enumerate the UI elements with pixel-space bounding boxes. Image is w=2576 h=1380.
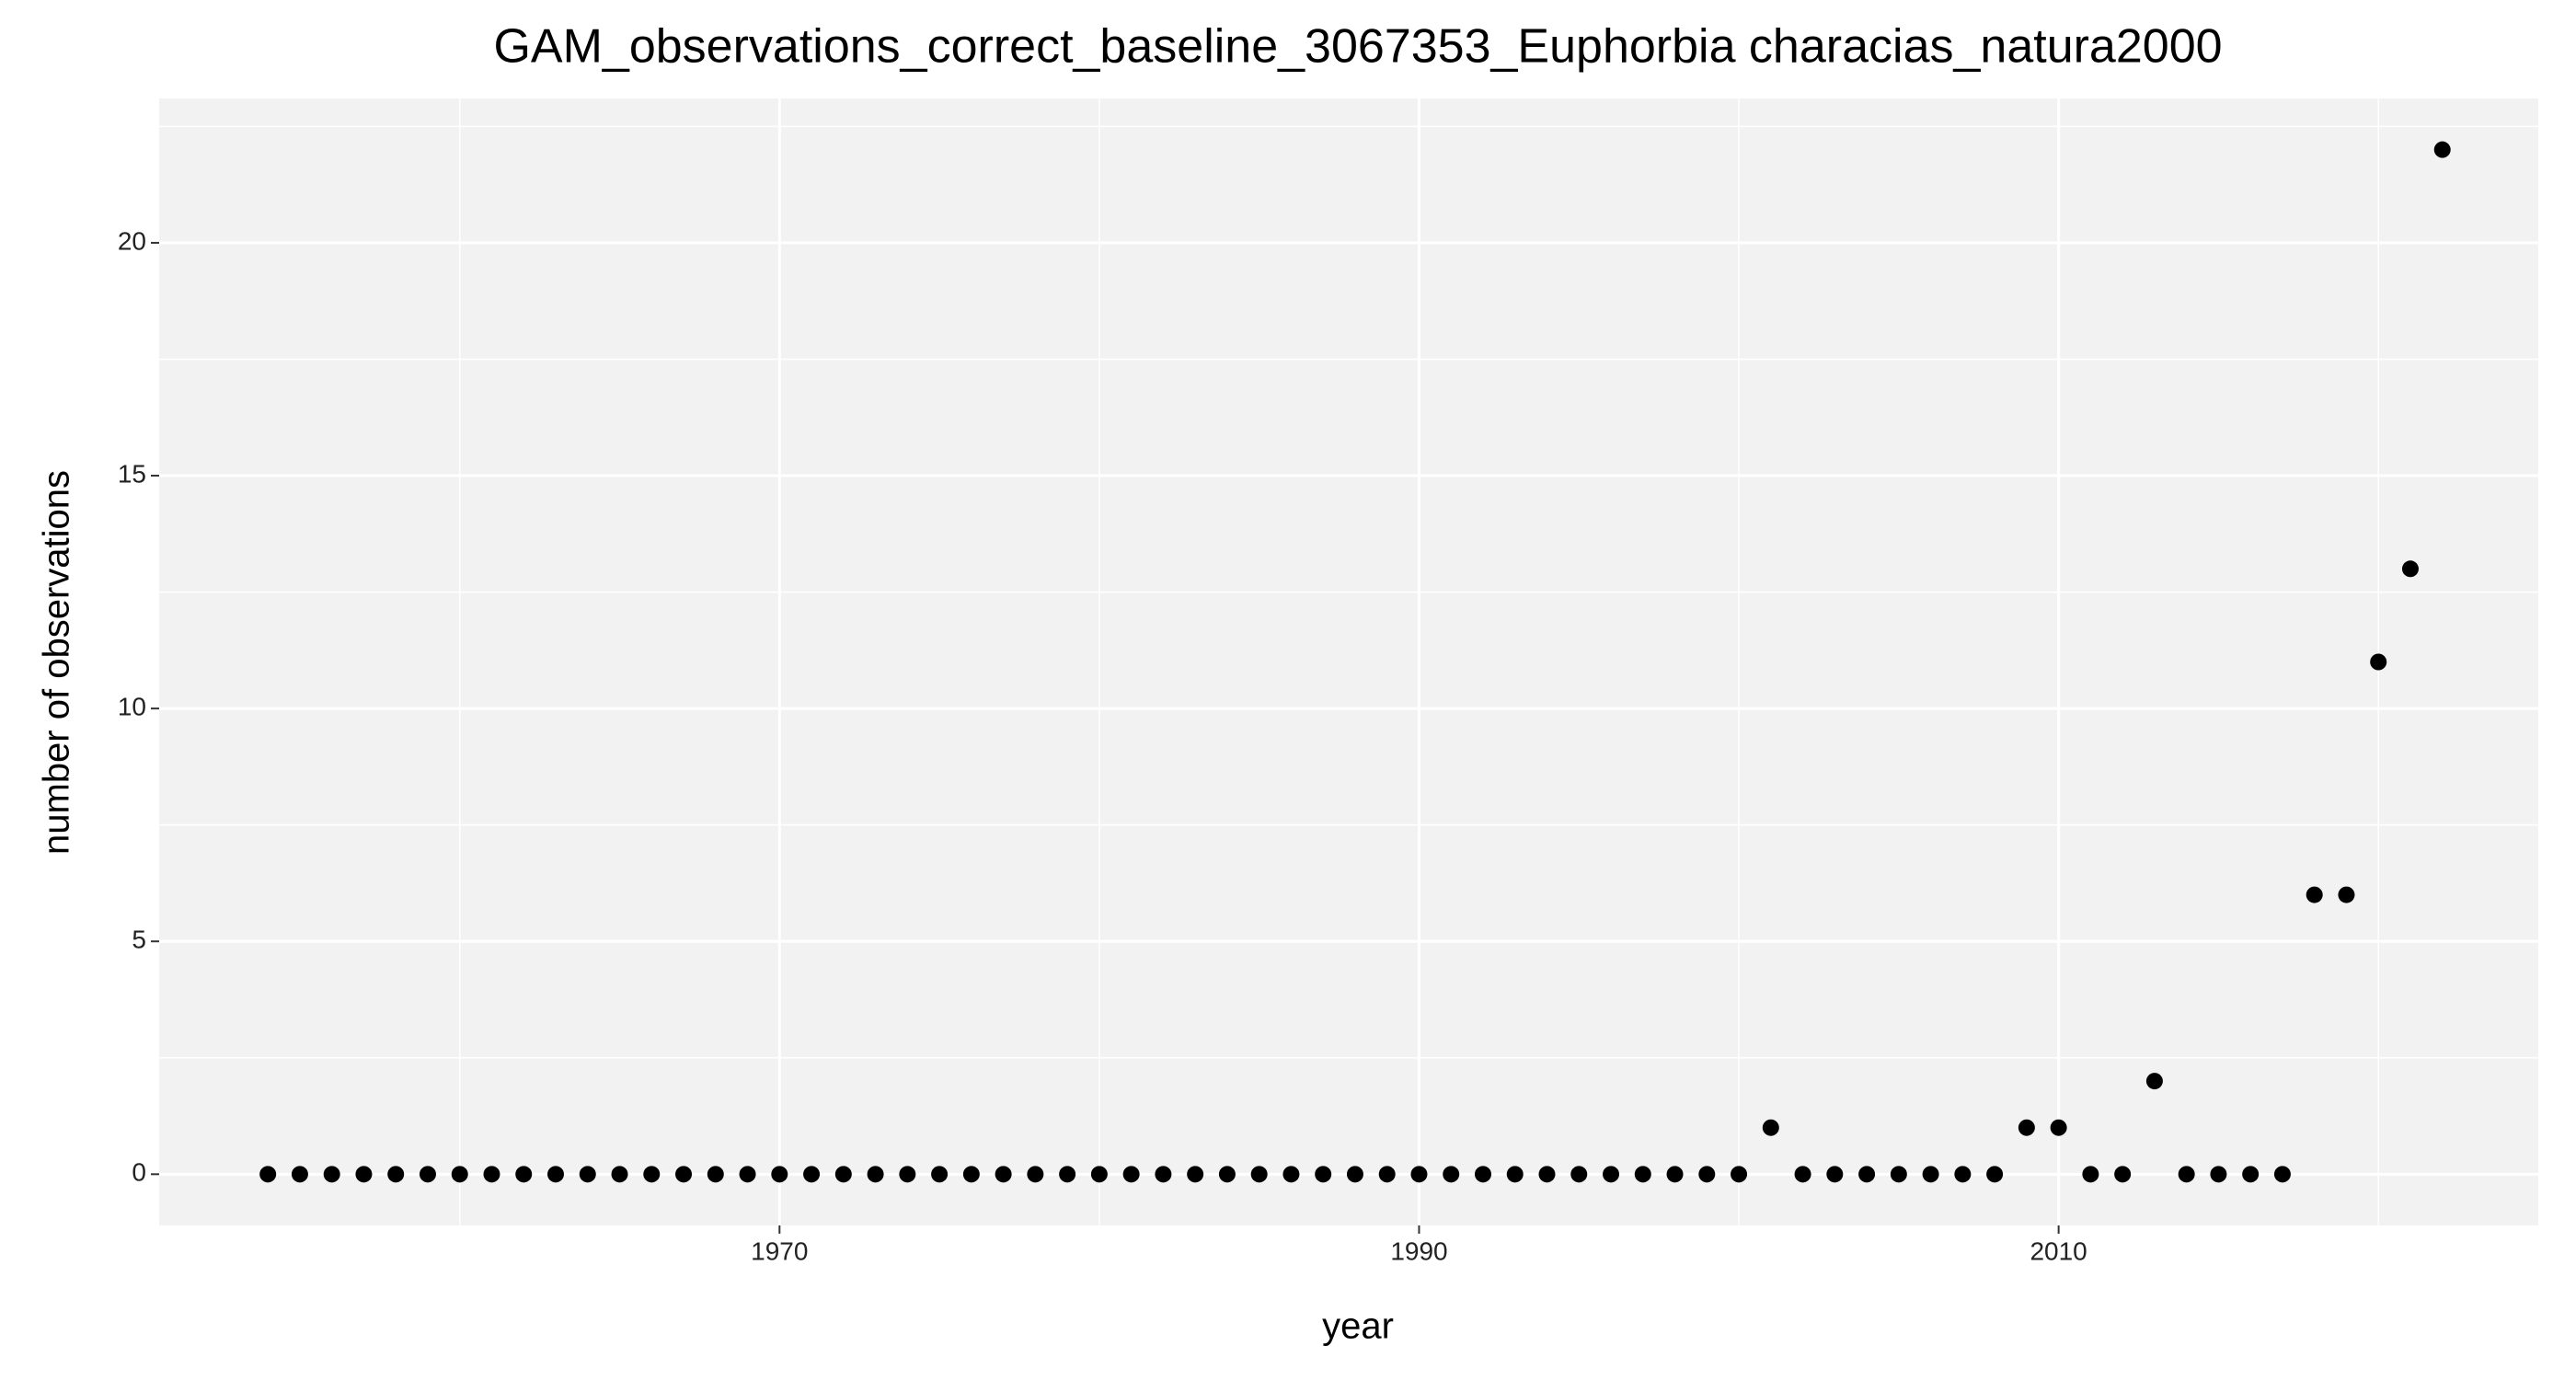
point xyxy=(1666,1166,1684,1183)
point xyxy=(1794,1166,1811,1183)
point xyxy=(1378,1166,1396,1183)
point xyxy=(962,1166,980,1183)
point xyxy=(547,1166,564,1183)
point xyxy=(2242,1166,2260,1183)
point xyxy=(1762,1119,1779,1136)
point xyxy=(1570,1166,1588,1183)
point xyxy=(1538,1166,1556,1183)
point xyxy=(803,1166,821,1183)
point xyxy=(1218,1166,1236,1183)
plot-panel xyxy=(159,98,2538,1225)
point xyxy=(1603,1166,1620,1183)
y-tick-label: 0 xyxy=(132,1158,146,1187)
point xyxy=(1922,1166,1939,1183)
y-tick-label: 15 xyxy=(118,459,146,488)
x-tick-label: 1990 xyxy=(1390,1236,1447,1265)
point xyxy=(2145,1073,2163,1090)
point xyxy=(1890,1166,1907,1183)
point xyxy=(483,1166,500,1183)
point xyxy=(1826,1166,1844,1183)
point xyxy=(2114,1166,2132,1183)
point xyxy=(1410,1166,1428,1183)
point xyxy=(2050,1119,2067,1136)
point xyxy=(579,1166,596,1183)
point xyxy=(2210,1166,2227,1183)
x-tick-label: 2010 xyxy=(2030,1236,2087,1265)
point xyxy=(2370,653,2387,671)
point xyxy=(1634,1166,1651,1183)
point xyxy=(1443,1166,1460,1183)
point xyxy=(1986,1166,2004,1183)
point xyxy=(1954,1166,1972,1183)
point xyxy=(771,1166,788,1183)
point xyxy=(2338,886,2355,903)
point xyxy=(1474,1166,1491,1183)
point xyxy=(451,1166,468,1183)
point xyxy=(1250,1166,1268,1183)
point xyxy=(2018,1119,2035,1136)
point xyxy=(1506,1166,1524,1183)
point xyxy=(1187,1166,1204,1183)
point xyxy=(675,1166,693,1183)
point xyxy=(259,1166,277,1183)
point xyxy=(1698,1166,1716,1183)
point xyxy=(1731,1166,1748,1183)
point xyxy=(1155,1166,1172,1183)
point xyxy=(2401,560,2419,578)
point xyxy=(2082,1166,2099,1183)
point xyxy=(1282,1166,1300,1183)
y-tick-label: 10 xyxy=(118,693,146,721)
point xyxy=(419,1166,436,1183)
point xyxy=(1122,1166,1140,1183)
point xyxy=(1027,1166,1044,1183)
point xyxy=(2306,886,2323,903)
point xyxy=(2178,1166,2195,1183)
point xyxy=(1346,1166,1363,1183)
point xyxy=(834,1166,852,1183)
point xyxy=(995,1166,1012,1183)
point xyxy=(931,1166,949,1183)
point xyxy=(643,1166,661,1183)
point xyxy=(355,1166,373,1183)
point xyxy=(739,1166,756,1183)
y-tick-label: 20 xyxy=(118,226,146,255)
point xyxy=(323,1166,340,1183)
point xyxy=(1090,1166,1108,1183)
point xyxy=(291,1166,308,1183)
x-tick-label: 1970 xyxy=(751,1236,808,1265)
point xyxy=(707,1166,724,1183)
x-axis-title: year xyxy=(1322,1306,1394,1347)
point xyxy=(1315,1166,1332,1183)
y-axis-title: number of observations xyxy=(37,470,77,855)
point xyxy=(2273,1166,2291,1183)
y-tick-label: 5 xyxy=(132,926,146,954)
point xyxy=(1059,1166,1076,1183)
point xyxy=(1858,1166,1876,1183)
point xyxy=(867,1166,884,1183)
point xyxy=(515,1166,533,1183)
point xyxy=(611,1166,628,1183)
point xyxy=(899,1166,916,1183)
chart-title: GAM_observations_correct_baseline_306735… xyxy=(493,20,2222,74)
point xyxy=(2433,141,2451,158)
point xyxy=(387,1166,405,1183)
